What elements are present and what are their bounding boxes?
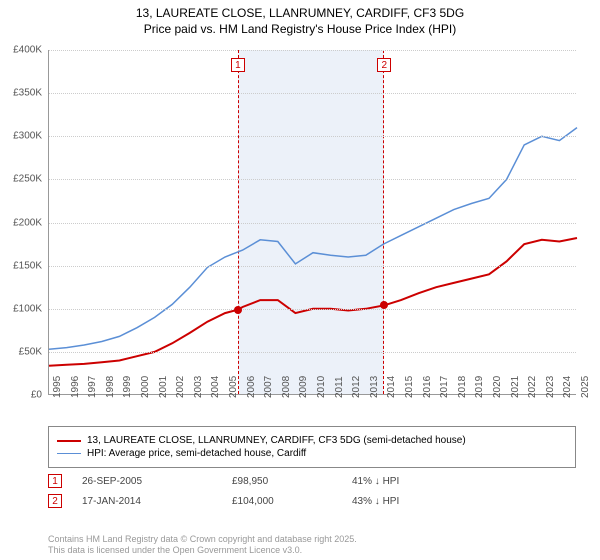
series-hpi (49, 128, 577, 350)
transaction-marker: 1 (48, 474, 62, 488)
y-axis-label: £200K (13, 217, 42, 228)
transaction-date: 26-SEP-2005 (82, 476, 232, 487)
x-axis-label: 2014 (386, 376, 397, 398)
y-axis-label: £0 (31, 390, 42, 401)
x-axis-label: 2012 (351, 376, 362, 398)
gridline-h (49, 352, 576, 353)
transaction-price: £104,000 (232, 496, 352, 507)
x-axis-label: 2000 (140, 376, 151, 398)
x-axis-label: 2004 (210, 376, 221, 398)
x-axis-label: 1995 (52, 376, 63, 398)
x-axis-label: 2005 (228, 376, 239, 398)
sale-marker-label: 1 (231, 58, 245, 72)
x-axis-label: 2024 (562, 376, 573, 398)
y-axis-label: £400K (13, 45, 42, 56)
y-axis-label: £250K (13, 174, 42, 185)
x-axis-label: 2002 (175, 376, 186, 398)
x-axis-label: 2021 (510, 376, 521, 398)
transaction-marker: 2 (48, 494, 62, 508)
title-line2: Price paid vs. HM Land Registry's House … (0, 22, 600, 38)
x-axis-label: 2007 (263, 376, 274, 398)
x-axis-label: 2019 (474, 376, 485, 398)
sale-dot (380, 301, 388, 309)
gridline-h (49, 179, 576, 180)
transaction-delta: 43% ↓ HPI (352, 496, 472, 507)
x-axis-label: 2009 (298, 376, 309, 398)
y-axis-label: £50K (19, 346, 42, 357)
transaction-delta: 41% ↓ HPI (352, 476, 472, 487)
gridline-h (49, 93, 576, 94)
footer-line1: Contains HM Land Registry data © Crown c… (48, 534, 357, 545)
title-line1: 13, LAUREATE CLOSE, LLANRUMNEY, CARDIFF,… (0, 6, 600, 22)
x-axis-label: 2016 (422, 376, 433, 398)
y-axis-label: £100K (13, 303, 42, 314)
legend-item: HPI: Average price, semi-detached house,… (57, 448, 567, 459)
transaction-row: 1 26-SEP-2005£98,95041% ↓ HPI (48, 474, 576, 488)
x-axis-label: 2006 (246, 376, 257, 398)
chart-plot-area: £0£50K£100K£150K£200K£250K£300K£350K£400… (48, 50, 576, 395)
x-axis-label: 2023 (545, 376, 556, 398)
x-axis-label: 2013 (369, 376, 380, 398)
legend-swatch (57, 453, 81, 455)
legend-swatch (57, 440, 81, 442)
x-axis-label: 2011 (334, 376, 345, 398)
gridline-h (49, 223, 576, 224)
transaction-row: 2 17-JAN-2014£104,00043% ↓ HPI (48, 494, 576, 508)
gridline-h (49, 50, 576, 51)
footer-line2: This data is licensed under the Open Gov… (48, 545, 357, 556)
y-axis-label: £300K (13, 131, 42, 142)
legend-label: 13, LAUREATE CLOSE, LLANRUMNEY, CARDIFF,… (87, 435, 466, 446)
chart-title: 13, LAUREATE CLOSE, LLANRUMNEY, CARDIFF,… (0, 0, 600, 37)
y-axis-label: £350K (13, 88, 42, 99)
sale-dot (234, 306, 242, 314)
transaction-price: £98,950 (232, 476, 352, 487)
legend: 13, LAUREATE CLOSE, LLANRUMNEY, CARDIFF,… (48, 426, 576, 468)
x-axis-label: 2017 (439, 376, 450, 398)
x-axis-label: 1998 (105, 376, 116, 398)
gridline-h (49, 136, 576, 137)
x-axis-label: 2003 (193, 376, 204, 398)
legend-item: 13, LAUREATE CLOSE, LLANRUMNEY, CARDIFF,… (57, 435, 567, 446)
x-axis-label: 2020 (492, 376, 503, 398)
transaction-date: 17-JAN-2014 (82, 496, 232, 507)
y-axis-label: £150K (13, 260, 42, 271)
x-axis-label: 2001 (158, 376, 169, 398)
x-axis-label: 2008 (281, 376, 292, 398)
x-axis-label: 2010 (316, 376, 327, 398)
gridline-h (49, 309, 576, 310)
x-axis-label: 2025 (580, 376, 591, 398)
x-axis-label: 1997 (87, 376, 98, 398)
gridline-h (49, 266, 576, 267)
series-price_paid (49, 238, 577, 366)
x-axis-label: 2018 (457, 376, 468, 398)
legend-label: HPI: Average price, semi-detached house,… (87, 448, 306, 459)
x-axis-label: 2015 (404, 376, 415, 398)
x-axis-label: 1996 (70, 376, 81, 398)
x-axis-label: 1999 (122, 376, 133, 398)
footer-attribution: Contains HM Land Registry data © Crown c… (48, 534, 357, 556)
sale-marker-label: 2 (377, 58, 391, 72)
x-axis-label: 2022 (527, 376, 538, 398)
